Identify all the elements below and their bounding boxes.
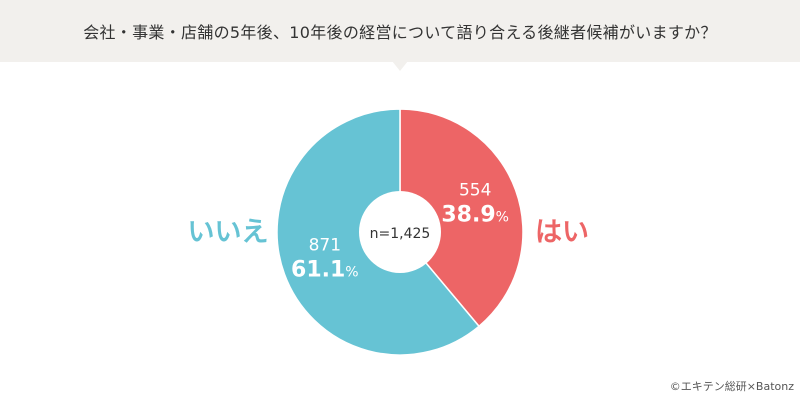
slice-count-no: 871	[309, 235, 341, 255]
slice-count-yes: 554	[459, 181, 491, 201]
question-header: 会社・事業・店舗の5年後、10年後の経営について語り合える後継者候補がいますか？	[0, 0, 800, 62]
slice-percent-no: 61.1%	[291, 257, 359, 282]
total-count-label: n=1,425	[370, 226, 431, 242]
header-pointer	[392, 61, 408, 71]
chart-title: 会社・事業・店舗の5年後、10年後の経営について語り合える後継者候補がいますか？	[83, 23, 717, 42]
category-label-yes: はい	[535, 217, 589, 248]
category-label-no: いいえ	[188, 217, 269, 248]
slice-percent-yes: 38.9%	[441, 203, 509, 228]
pie-slice-yes	[399, 108, 524, 328]
donut-hole	[359, 191, 441, 273]
source-credit: ©エキテン総研×Batonz	[669, 380, 794, 393]
